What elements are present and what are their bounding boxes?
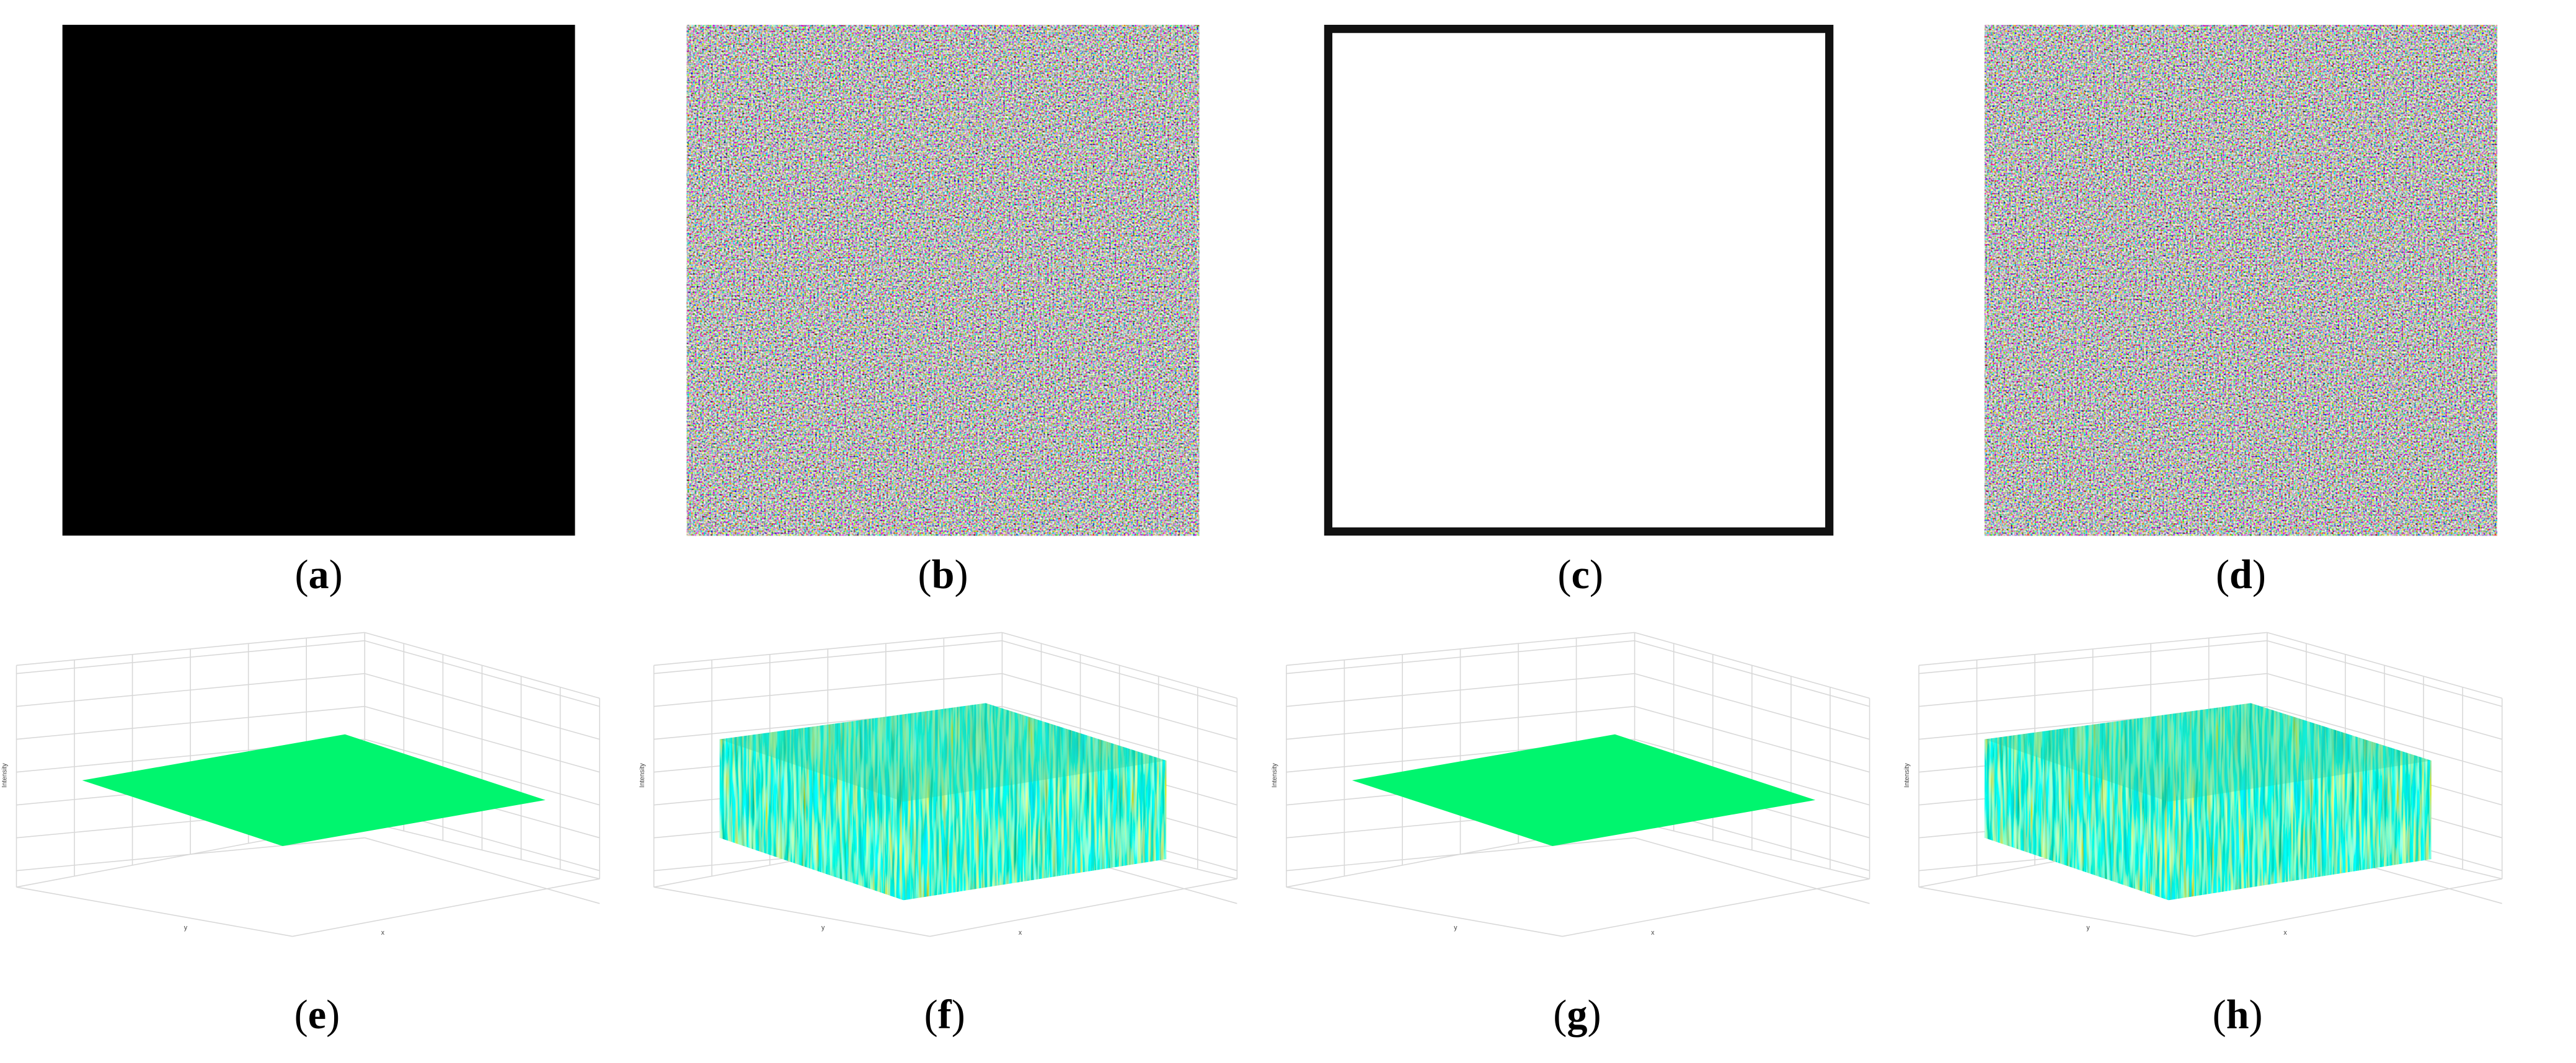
x-axis-label: x (1651, 929, 1655, 937)
panel-label: (e) (294, 992, 340, 1038)
surface-plot: Intensity y x (1903, 632, 2503, 937)
axis-box-line (929, 878, 1237, 937)
panel-label: (h) (2213, 992, 2263, 1038)
surface-top (719, 703, 1167, 802)
image-noise (686, 25, 1200, 536)
image-noise (1985, 25, 2497, 536)
image-white (1324, 25, 1834, 536)
axis-box-line (1562, 878, 1870, 937)
y-axis-label: y (2086, 924, 2090, 932)
x-axis-label: x (1019, 929, 1022, 937)
axis-box-line (653, 886, 930, 937)
axis-box-line (292, 878, 600, 937)
axis-box-line (1002, 632, 1237, 699)
panel-label: (d) (2216, 552, 2266, 598)
z-axis-label: Intensity (1, 763, 9, 788)
axis-box-line (1634, 821, 1870, 880)
panel-label: (f) (924, 992, 965, 1038)
image-black (62, 25, 575, 536)
z-axis-label: Intensity (1903, 763, 1911, 788)
surface-plot: Intensity y x (639, 632, 1238, 937)
axis-box-line (1634, 632, 1870, 699)
surface-plot: Intensity y x (1, 632, 600, 937)
axis-box-line (1286, 886, 1563, 937)
z-axis-label: Intensity (1271, 763, 1278, 788)
panel-label: (c) (1557, 552, 1603, 598)
panel-label: (a) (294, 552, 342, 598)
grid-line (365, 837, 600, 904)
x-axis-label: x (381, 929, 385, 937)
z-axis-label: Intensity (639, 763, 646, 788)
panel-label: (b) (918, 552, 968, 598)
axis-box-line (653, 632, 1003, 666)
axis-box-line (2267, 632, 2502, 699)
axis-box-line (365, 632, 600, 699)
y-axis-label: y (1454, 924, 1458, 932)
y-axis-label: y (821, 924, 825, 932)
axis-box-line (1286, 632, 1635, 666)
axis-box-line (1918, 886, 2195, 937)
surface-plane (82, 734, 546, 846)
surface-plot: Intensity y x (1271, 632, 1870, 937)
axis-box-line (16, 886, 293, 937)
panel-label: (g) (1553, 992, 1601, 1038)
axis-box-line (16, 632, 365, 666)
x-axis-label: x (2283, 929, 2287, 937)
surface-top (1985, 703, 2432, 802)
axis-box-line (1918, 632, 2267, 666)
grid-line (1634, 837, 1870, 904)
axis-box-line (365, 821, 600, 880)
axis-box-line (2195, 878, 2502, 937)
surface-plane (1352, 734, 1816, 846)
y-axis-label: y (184, 924, 188, 932)
